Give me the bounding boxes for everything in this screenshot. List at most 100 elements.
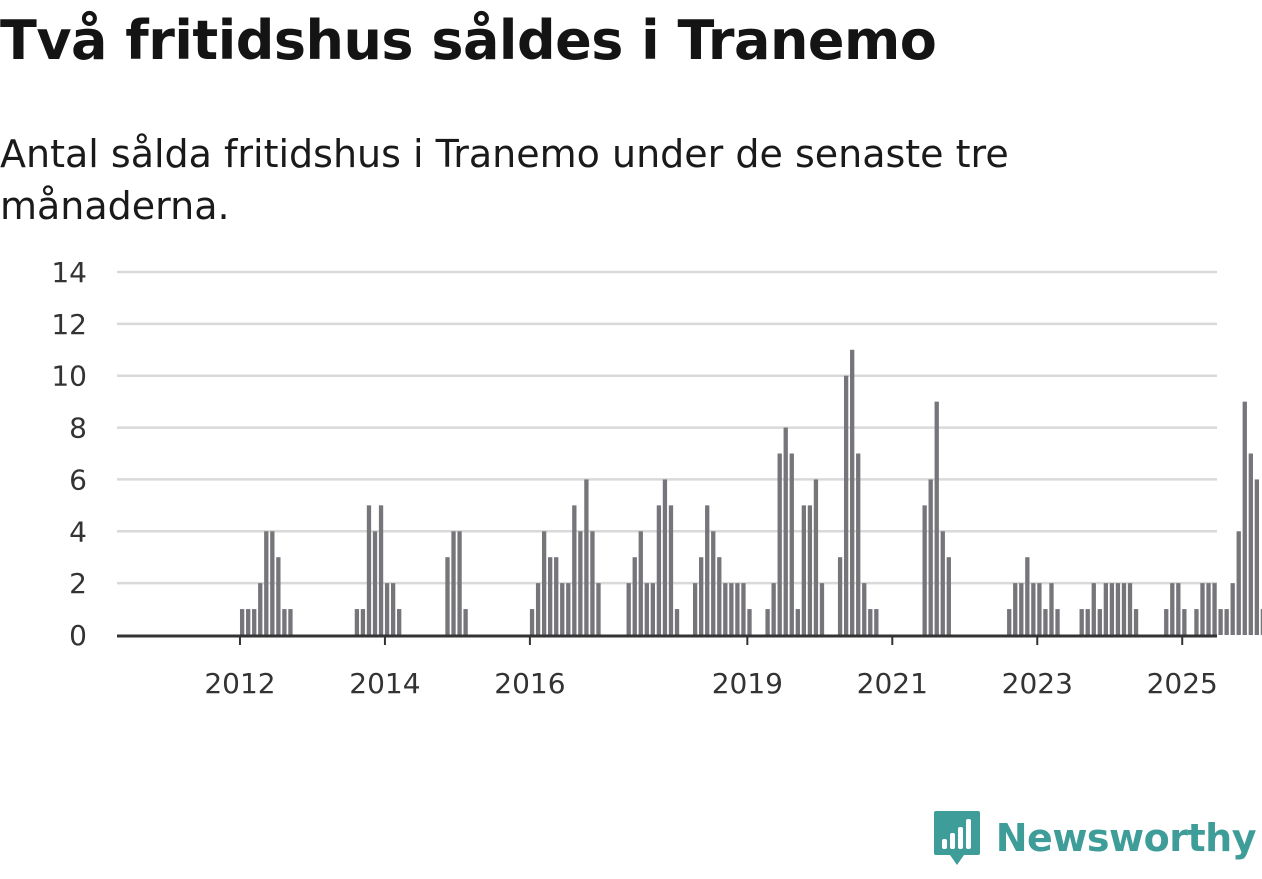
bar-155 [1103, 583, 1108, 635]
bar-147 [1055, 609, 1060, 635]
bar-64 [554, 557, 559, 635]
bar-49 [463, 609, 468, 635]
bar-71 [596, 583, 601, 635]
y-tick-label-4: 4 [69, 515, 87, 548]
bar-67 [572, 505, 577, 635]
bar-48 [457, 531, 462, 635]
bar-87 [692, 583, 698, 635]
bar-142 [1025, 557, 1030, 635]
bar-33 [366, 505, 372, 635]
bar-154 [1097, 609, 1102, 635]
bar-96 [747, 609, 752, 635]
bar-60 [529, 609, 535, 635]
bar-84 [674, 609, 680, 635]
bar-95 [741, 583, 746, 635]
bar-175 [1224, 609, 1229, 635]
y-tick-label-2: 2 [69, 567, 87, 600]
bar-69 [584, 479, 589, 635]
x-tick-label-2012: 2012 [204, 667, 275, 700]
bar-101 [777, 453, 782, 635]
x-tick-label-2014: 2014 [349, 667, 420, 700]
chart-subtitle: Antal sålda fritidshus i Tranemo under d… [0, 132, 1009, 228]
x-tick-label-2019: 2019 [712, 667, 783, 700]
bar-80 [650, 583, 655, 635]
bar-93 [729, 583, 734, 635]
bar-113 [850, 349, 855, 635]
bars [239, 349, 1262, 635]
bar-15 [258, 583, 263, 635]
bar-129 [946, 557, 951, 635]
bar-65 [560, 583, 565, 635]
bar-128 [940, 531, 945, 635]
bar-18 [276, 557, 281, 635]
bar-20 [288, 609, 293, 635]
x-tick-label-2025: 2025 [1147, 667, 1218, 700]
bar-160 [1133, 609, 1139, 635]
bar-126 [928, 479, 933, 635]
bar-37 [390, 583, 396, 635]
bar-107 [813, 479, 819, 635]
bar-157 [1115, 583, 1121, 635]
bar-143 [1031, 583, 1036, 635]
y-tick-label-0: 0 [69, 619, 87, 652]
bar-141 [1019, 583, 1024, 635]
bar-173 [1212, 583, 1217, 635]
bar-88 [699, 557, 704, 635]
bar-168 [1182, 609, 1187, 635]
bar-99 [765, 609, 770, 635]
bar-146 [1049, 583, 1054, 635]
bar-46 [445, 557, 450, 635]
bar-153 [1091, 583, 1096, 635]
bar-61 [535, 583, 541, 635]
bar-100 [771, 583, 776, 635]
bar-105 [801, 505, 806, 635]
bar-127 [934, 401, 939, 635]
bar-19 [282, 609, 287, 635]
y-tick-label-12: 12 [51, 308, 87, 341]
bar-32 [360, 609, 366, 635]
bar-179 [1248, 453, 1253, 635]
y-tick-label-6: 6 [69, 463, 87, 496]
brand-name: Newsworthy [995, 816, 1257, 860]
bar-17 [270, 531, 275, 635]
bar-167 [1176, 583, 1181, 635]
bar-78 [638, 531, 643, 635]
bar-66 [566, 583, 571, 635]
bar-171 [1200, 583, 1205, 635]
bar-166 [1170, 583, 1175, 635]
bar-106 [807, 505, 813, 635]
bar-140 [1013, 583, 1018, 635]
bar-139 [1007, 609, 1012, 635]
bar-62 [541, 531, 547, 635]
bar-116 [868, 609, 873, 635]
bar-47 [451, 531, 456, 635]
bar-151 [1079, 609, 1084, 635]
bar-38 [397, 609, 402, 635]
bar-81 [656, 505, 662, 635]
bar-chart: 0 2 4 6 8 10 12 14 2012 2014 2016 2019 2021 2023 2025… [51, 256, 1262, 700]
bar-14 [252, 609, 257, 635]
x-tick-label-2021: 2021 [857, 667, 928, 700]
bar-174 [1218, 609, 1223, 635]
bar-82 [662, 479, 668, 635]
bar-108 [819, 583, 825, 635]
bar-36 [384, 583, 390, 635]
bar-16 [264, 531, 269, 635]
bar-77 [632, 557, 637, 635]
bar-34 [372, 531, 378, 635]
bar-125 [922, 505, 927, 635]
bar-92 [723, 583, 728, 635]
bar-176 [1230, 583, 1235, 635]
bar-170 [1194, 609, 1199, 635]
bar-102 [783, 427, 788, 635]
bar-79 [644, 583, 649, 635]
bar-145 [1043, 609, 1048, 635]
bar-112 [843, 375, 849, 635]
x-axis-labels: 2012 2014 2016 2019 2021 2023 2025 [204, 637, 1218, 700]
bar-111 [837, 557, 843, 635]
chart-title: Två fritidshus såldes i Tranemo [0, 9, 937, 72]
newsworthy-brand: Newsworthy [932, 809, 1257, 867]
y-axis-labels: 0 2 4 6 8 10 12 14 [51, 256, 87, 652]
bar-181 [1260, 609, 1262, 635]
y-tick-label-8: 8 [69, 412, 87, 445]
